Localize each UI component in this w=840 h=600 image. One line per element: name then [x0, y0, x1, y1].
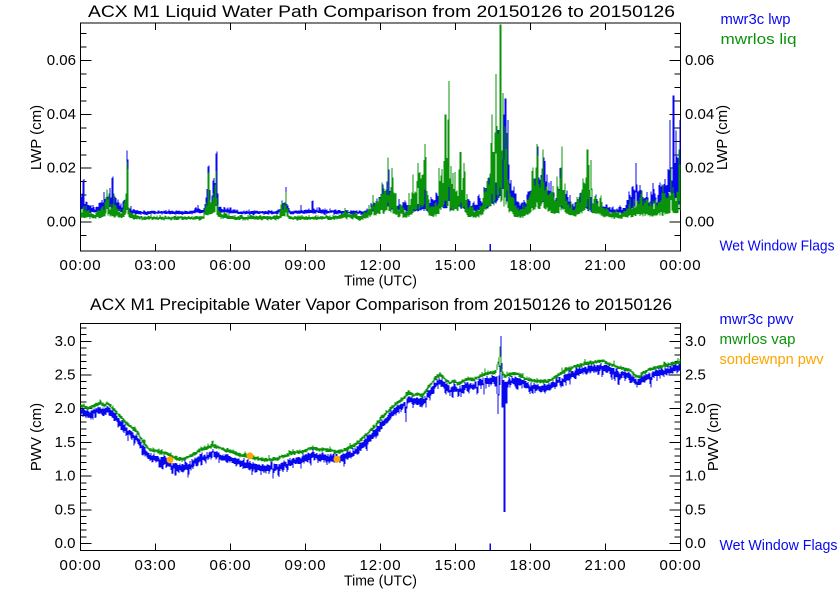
svg-text:Wet Window Flags: Wet Window Flags: [720, 537, 838, 554]
svg-text:0.00: 0.00: [47, 214, 76, 231]
svg-text:3.0: 3.0: [685, 333, 706, 350]
svg-text:LWP (cm): LWP (cm): [28, 105, 45, 170]
svg-text:1.5: 1.5: [55, 434, 76, 451]
svg-text:2.5: 2.5: [685, 367, 706, 384]
svg-text:1.0: 1.0: [55, 468, 76, 485]
svg-text:18:00: 18:00: [509, 257, 551, 274]
svg-text:03:00: 03:00: [134, 557, 176, 574]
svg-text:PWV (cm): PWV (cm): [705, 403, 722, 471]
svg-text:15:00: 15:00: [434, 257, 476, 274]
svg-text:18:00: 18:00: [509, 557, 551, 574]
svg-text:Time (UTC): Time (UTC): [344, 273, 417, 290]
svg-text:0.06: 0.06: [47, 52, 76, 69]
svg-text:21:00: 21:00: [584, 557, 626, 574]
svg-text:06:00: 06:00: [209, 257, 251, 274]
svg-text:21:00: 21:00: [584, 257, 626, 274]
svg-text:Time (UTC): Time (UTC): [344, 573, 417, 590]
svg-text:2.5: 2.5: [55, 367, 76, 384]
svg-text:0.04: 0.04: [47, 106, 76, 123]
svg-text:00:00: 00:00: [659, 557, 701, 574]
svg-text:LWP (cm): LWP (cm): [714, 105, 731, 170]
svg-text:3.0: 3.0: [55, 333, 76, 350]
svg-text:PWV (cm): PWV (cm): [28, 403, 45, 471]
svg-text:0.02: 0.02: [685, 160, 714, 177]
svg-text:09:00: 09:00: [284, 557, 326, 574]
svg-text:mwrlos vap: mwrlos vap: [720, 331, 796, 348]
svg-text:09:00: 09:00: [284, 257, 326, 274]
svg-text:0.06: 0.06: [685, 52, 714, 69]
svg-text:0.02: 0.02: [47, 160, 76, 177]
svg-text:0.0: 0.0: [685, 535, 706, 552]
svg-text:03:00: 03:00: [134, 257, 176, 274]
svg-text:ACX M1 Precipitable Water Vapo: ACX M1 Precipitable Water Vapor Comparis…: [90, 295, 672, 314]
svg-text:mwr3c lwp: mwr3c lwp: [721, 11, 791, 28]
svg-text:ACX M1 Liquid Water Path Compa: ACX M1 Liquid Water Path Comparison from…: [88, 2, 675, 21]
svg-text:2.0: 2.0: [685, 400, 706, 417]
svg-text:0.0: 0.0: [55, 535, 76, 552]
svg-text:1.0: 1.0: [685, 468, 706, 485]
svg-text:0.5: 0.5: [55, 501, 76, 518]
svg-text:00:00: 00:00: [59, 257, 101, 274]
svg-text:sondewnpn pwv: sondewnpn pwv: [720, 351, 824, 368]
svg-text:2.0: 2.0: [55, 400, 76, 417]
svg-text:0.04: 0.04: [685, 106, 714, 123]
svg-text:1.5: 1.5: [685, 434, 706, 451]
svg-text:00:00: 00:00: [59, 557, 101, 574]
svg-text:Wet Window Flags: Wet Window Flags: [720, 238, 835, 255]
svg-text:15:00: 15:00: [434, 557, 476, 574]
svg-text:0.5: 0.5: [685, 501, 706, 518]
svg-text:12:00: 12:00: [359, 257, 401, 274]
svg-text:mwrlos liq: mwrlos liq: [721, 31, 797, 48]
svg-text:00:00: 00:00: [659, 257, 701, 274]
svg-text:06:00: 06:00: [209, 557, 251, 574]
svg-text:mwr3c pwv: mwr3c pwv: [720, 311, 794, 328]
svg-text:0.00: 0.00: [685, 214, 714, 231]
svg-text:12:00: 12:00: [359, 557, 401, 574]
